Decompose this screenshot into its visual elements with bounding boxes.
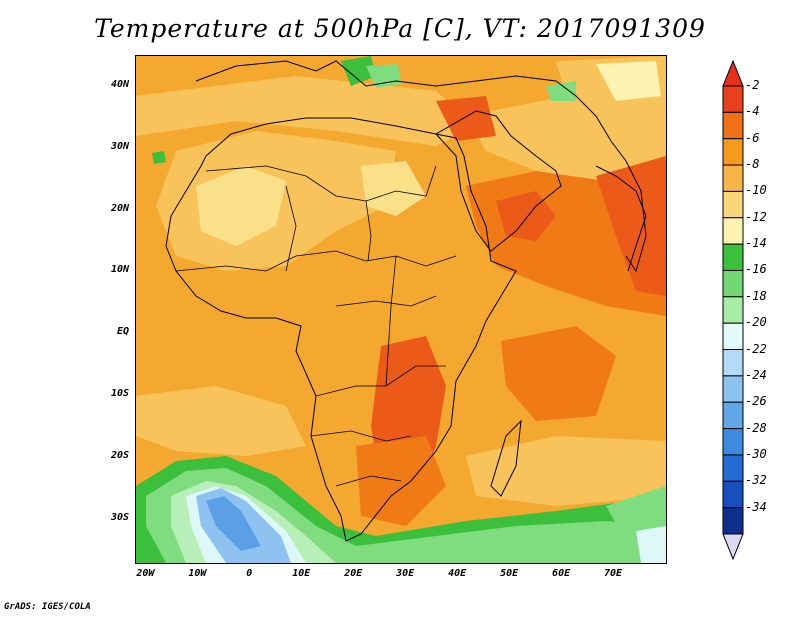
colorbar-tick-label: -26 xyxy=(745,394,767,409)
colorbar-swatch xyxy=(722,243,744,271)
colorbar-swatch xyxy=(722,480,744,509)
colorbar-tick-label: -24 xyxy=(745,367,767,382)
colorbar-tick-label: -4 xyxy=(745,104,760,119)
arabia-coastline xyxy=(435,110,562,252)
lon-tick-label: 50E xyxy=(500,568,519,579)
field-hotter-arabia xyxy=(496,191,556,241)
lat-tick-label: 30S xyxy=(110,511,129,523)
field-hot-indian-ocean xyxy=(501,326,616,421)
map-panel xyxy=(135,55,667,564)
field-bluedark-south xyxy=(206,496,261,551)
lon-tick-label: 20W xyxy=(136,568,155,579)
border-1 xyxy=(205,165,437,202)
colorbar-swatch xyxy=(722,164,744,192)
field-pale-libya xyxy=(361,161,426,216)
colorbar-swatch xyxy=(722,454,744,482)
field-mild-south-atlantic xyxy=(136,386,306,456)
colorbar-tick-label: -20 xyxy=(745,315,767,330)
colorbar-tick-label: -12 xyxy=(745,209,767,224)
field-mild-north xyxy=(136,76,476,146)
colorbar-swatch xyxy=(722,296,744,324)
field-hotter-india xyxy=(596,156,666,296)
lat-tick-label: EQ xyxy=(116,326,129,338)
colorbar-swatch xyxy=(722,349,744,377)
border-6 xyxy=(310,430,412,442)
temperature-map xyxy=(136,56,666,563)
colorbar-swatch xyxy=(722,138,744,166)
borders xyxy=(175,165,457,487)
colorbar-tick-label: -22 xyxy=(745,341,767,356)
colorbar-tick-label: -32 xyxy=(745,473,767,488)
africa-coastline xyxy=(165,117,517,542)
europe-coastline xyxy=(195,60,647,273)
lon-tick-label: 0 xyxy=(246,568,253,579)
credit-text: GrADS: IGES/COLA xyxy=(4,602,91,612)
madagascar-coastline xyxy=(490,419,522,497)
colorbar-swatch xyxy=(722,428,744,456)
colorbar-swatch xyxy=(722,375,744,403)
border-8 xyxy=(385,255,397,387)
field-pale-sahara xyxy=(196,166,286,246)
border-7 xyxy=(335,295,437,307)
lat-tick-label: 40N xyxy=(110,78,129,90)
lon-tick-label: 40E xyxy=(448,568,467,579)
colorbar-tick-label: -28 xyxy=(745,420,767,435)
colorbar-swatch xyxy=(722,269,744,298)
field-cyan-southeast xyxy=(636,526,666,563)
colorbar-tick-label: -30 xyxy=(745,446,767,461)
field-green-caspian xyxy=(546,81,576,101)
india-coastline xyxy=(595,165,647,272)
lon-tick-label: 10E xyxy=(292,568,311,579)
colorbar-tick-label: -18 xyxy=(745,288,767,303)
lat-tick-label: 20N xyxy=(110,202,129,214)
colorbar-tick-label: -8 xyxy=(745,157,760,172)
field-pale-asia xyxy=(596,61,661,101)
border-9 xyxy=(335,475,402,487)
colorbar-swatch xyxy=(722,322,744,351)
colorbar-tick-label: -16 xyxy=(745,262,767,277)
colorbar-top-arrow xyxy=(722,60,744,87)
field-mild-south-indian xyxy=(466,436,666,506)
lat-tick-label: 10S xyxy=(110,388,129,400)
lat-tick-label: 10N xyxy=(110,264,129,276)
coastlines xyxy=(165,60,647,542)
colorbar-swatch xyxy=(722,111,744,140)
field-hotter-levant xyxy=(436,96,496,141)
lon-tick-label: 20E xyxy=(344,568,363,579)
map-title: Temperature at 500hPa [C], VT: 201709130… xyxy=(94,14,706,43)
field-mild-arabia-north xyxy=(466,96,666,181)
colorbar-tick-label: -14 xyxy=(745,236,767,251)
field-green-atlantic-dot xyxy=(152,151,166,164)
colorbar-swatch xyxy=(722,85,744,113)
colorbar-bottom-arrow xyxy=(722,533,744,560)
colorbar-tick-label: -34 xyxy=(745,499,767,514)
lat-tick-label: 30N xyxy=(110,140,129,152)
lon-tick-label: 10W xyxy=(188,568,207,579)
colorbar-swatch xyxy=(722,401,744,430)
colorbar-tick-label: -6 xyxy=(745,130,760,145)
colorbar-swatch xyxy=(722,217,744,245)
colorbar xyxy=(722,60,744,560)
lon-tick-label: 60E xyxy=(552,568,571,579)
border-2 xyxy=(175,250,457,272)
border-3 xyxy=(285,185,297,272)
field-green-mediterranean xyxy=(341,56,376,86)
lat-tick-label: 20S xyxy=(110,449,129,461)
lon-tick-label: 30E xyxy=(396,568,415,579)
border-4 xyxy=(365,200,372,262)
colorbar-tick-label: -2 xyxy=(745,78,760,92)
colorbar-tick-label: -10 xyxy=(745,183,767,198)
colorbar-swatch xyxy=(722,190,744,219)
lon-tick-label: 70E xyxy=(604,568,623,579)
colorbar-swatch xyxy=(722,507,744,535)
